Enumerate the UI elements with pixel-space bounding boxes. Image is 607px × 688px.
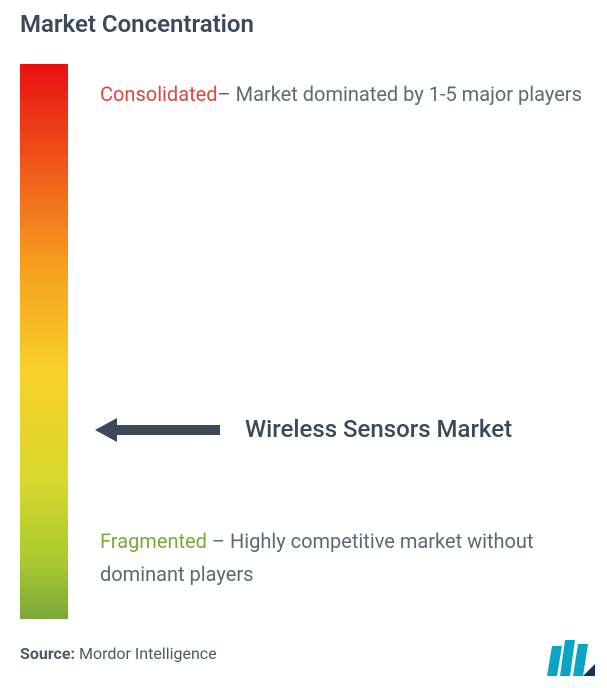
- market-marker-label: Wireless Sensors Market: [245, 415, 512, 443]
- marker-arrow-icon: [95, 418, 220, 442]
- concentration-spectrum: [20, 64, 68, 619]
- consolidated-annotation: Consolidated– Market dominated by 1-5 ma…: [100, 78, 597, 110]
- arrow-shape: [95, 418, 220, 442]
- logo-bar-2: [560, 640, 575, 676]
- spectrum-bar: [20, 64, 68, 619]
- logo-bars: [547, 640, 588, 676]
- logo-bar-1: [547, 646, 562, 676]
- fragmented-annotation: Fragmented – Highly competitive market w…: [100, 525, 597, 591]
- source-name: Mordor Intelligence: [75, 644, 217, 663]
- source-line: Source: Mordor Intelligence: [20, 644, 217, 663]
- logo-accent: [583, 664, 595, 676]
- consolidated-label: Consolidated: [100, 82, 218, 106]
- page-title: Market Concentration: [20, 10, 254, 38]
- fragmented-label: Fragmented: [100, 529, 207, 553]
- consolidated-text: – Market dominated by 1-5 major players: [218, 82, 582, 106]
- mordor-logo-icon: [545, 640, 595, 676]
- logo-bar-3: [573, 644, 588, 676]
- source-prefix: Source:: [20, 644, 75, 663]
